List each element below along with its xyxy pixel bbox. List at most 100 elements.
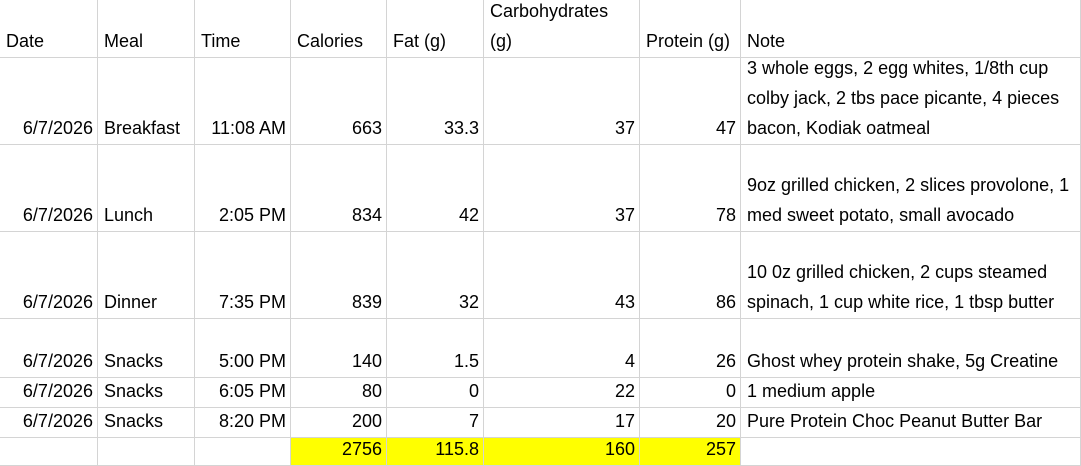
cell-text: 7: [468, 411, 479, 431]
cell-text: 6/7/2026: [22, 118, 93, 138]
cell: 37: [484, 58, 640, 145]
empty-cell: [0, 438, 98, 466]
cell-text: 86: [715, 292, 736, 312]
cell: 7:35 PM: [195, 232, 291, 319]
cell: 20: [640, 408, 741, 438]
cell: 1 medium apple: [741, 378, 1081, 408]
cell: 839: [291, 232, 387, 319]
cell-text: 78: [715, 205, 736, 225]
cell: 200: [291, 408, 387, 438]
cell: Breakfast: [98, 58, 195, 145]
cell: 3 whole eggs, 2 egg whites, 1/8th cup co…: [741, 58, 1081, 145]
cell: 0: [387, 378, 484, 408]
cell-text: 5:00 PM: [218, 351, 286, 371]
cell-text: 9oz grilled chicken, 2 slices provolone,…: [747, 175, 1070, 225]
cell-text: Snacks: [104, 351, 164, 371]
cell-text: 32: [458, 292, 479, 312]
header-cell: Note: [741, 0, 1081, 58]
cell-text: 1.5: [453, 351, 479, 371]
cell: 42: [387, 145, 484, 232]
header-cell: Protein (g): [640, 0, 741, 58]
cell-text: 1 medium apple: [747, 381, 876, 401]
cell: 6/7/2026: [0, 145, 98, 232]
cell-text: 0: [725, 381, 736, 401]
cell-text: Lunch: [104, 205, 154, 225]
total-cell-text: 2756: [341, 439, 382, 459]
cell: 4: [484, 319, 640, 378]
cell-text: 140: [351, 351, 382, 371]
cell-text: 7:35 PM: [218, 292, 286, 312]
empty-cell: [195, 438, 291, 466]
cell-text: 663: [351, 118, 382, 138]
cell: 78: [640, 145, 741, 232]
cell-text: 37: [614, 205, 635, 225]
cell-text: 3 whole eggs, 2 egg whites, 1/8th cup co…: [747, 58, 1060, 138]
header-cell-text: Time: [201, 31, 241, 51]
cell-text: 6:05 PM: [218, 381, 286, 401]
cell-text: 6/7/2026: [22, 351, 93, 371]
cell: 11:08 AM: [195, 58, 291, 145]
cell: 2:05 PM: [195, 145, 291, 232]
cell-text: 80: [361, 381, 382, 401]
cell-text: 20: [715, 411, 736, 431]
cell-text: 0: [468, 381, 479, 401]
cell: 8:20 PM: [195, 408, 291, 438]
total-cell-text: 257: [705, 439, 736, 459]
cell-text: 6/7/2026: [22, 205, 93, 225]
cell: 26: [640, 319, 741, 378]
cell: 1.5: [387, 319, 484, 378]
header-cell-text: Fat (g): [393, 31, 447, 51]
cell-text: 42: [458, 205, 479, 225]
empty-cell: [98, 438, 195, 466]
cell: Lunch: [98, 145, 195, 232]
cell: 43: [484, 232, 640, 319]
cell: Ghost whey protein shake, 5g Creatine: [741, 319, 1081, 378]
cell: 6/7/2026: [0, 58, 98, 145]
total-cell: 257: [640, 438, 741, 466]
cell: 6/7/2026: [0, 408, 98, 438]
cell-text: 33.3: [443, 118, 479, 138]
total-cell: 2756: [291, 438, 387, 466]
cell-text: Pure Protein Choc Peanut Butter Bar: [747, 411, 1043, 431]
empty-cell: [741, 438, 1081, 466]
cell: 33.3: [387, 58, 484, 145]
cell: Dinner: [98, 232, 195, 319]
cell-text: 22: [614, 381, 635, 401]
cell-text: Snacks: [104, 411, 164, 431]
cell-text: Snacks: [104, 381, 164, 401]
total-cell-text: 160: [604, 439, 635, 459]
header-cell: Carbohydrates (g): [484, 0, 640, 58]
cell-text: 37: [614, 118, 635, 138]
header-cell: Calories: [291, 0, 387, 58]
cell: 0: [640, 378, 741, 408]
cell-text: 10 0z grilled chicken, 2 cups steamed sp…: [747, 262, 1055, 312]
total-cell: 160: [484, 438, 640, 466]
header-cell: Fat (g): [387, 0, 484, 58]
cell: 140: [291, 319, 387, 378]
cell: 834: [291, 145, 387, 232]
cell: 6/7/2026: [0, 319, 98, 378]
cell: 86: [640, 232, 741, 319]
cell: 10 0z grilled chicken, 2 cups steamed sp…: [741, 232, 1081, 319]
cell-text: Dinner: [104, 292, 158, 312]
cell: Snacks: [98, 408, 195, 438]
cell-text: 43: [614, 292, 635, 312]
cell: 32: [387, 232, 484, 319]
cell-text: 47: [715, 118, 736, 138]
cell-text: 4: [624, 351, 635, 371]
cell: 22: [484, 378, 640, 408]
header-cell-text: Meal: [104, 31, 144, 51]
cell: Snacks: [98, 319, 195, 378]
cell-text: 200: [351, 411, 382, 431]
cell-text: 834: [351, 205, 382, 225]
cell: 5:00 PM: [195, 319, 291, 378]
cell: 6/7/2026: [0, 232, 98, 319]
header-cell: Date: [0, 0, 98, 58]
header-cell-text: Carbohydrates (g): [490, 1, 609, 51]
cell-text: 11:08 AM: [211, 118, 286, 138]
cell: 80: [291, 378, 387, 408]
cell-text: 2:05 PM: [218, 205, 286, 225]
cell-text: 8:20 PM: [218, 411, 286, 431]
header-cell-text: Protein (g): [646, 31, 731, 51]
